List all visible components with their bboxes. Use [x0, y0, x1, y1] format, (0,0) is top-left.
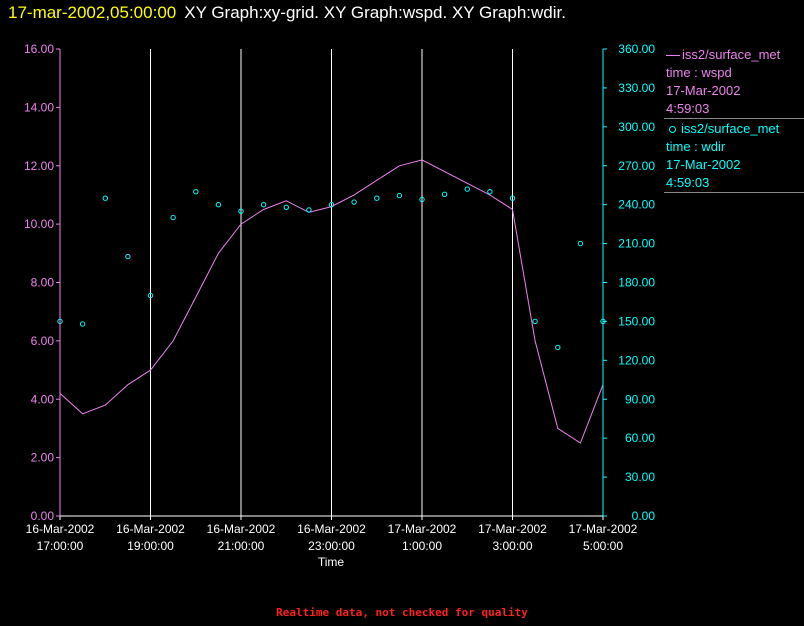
graph-title-bar: 17-mar-2002,05:00:00 XY Graph:xy-grid. XY… [8, 3, 566, 23]
wdir-point [215, 202, 222, 208]
circle-marker-icon [669, 126, 676, 134]
right-tick-label: 270.00 [618, 159, 655, 173]
wdir-point [147, 292, 154, 299]
wdir-point [102, 195, 109, 201]
legend-wdir-time: 4:59:03 [666, 175, 710, 190]
legend-entry-wdir[interactable]: iss2/surface_met time : wdir 17-Mar-2002… [664, 120, 804, 193]
legend-wdir-date: 17-Mar-2002 [666, 157, 741, 172]
x-tick-label-time: 17:00:00 [37, 539, 84, 553]
right-tick-label: 210.00 [618, 237, 655, 251]
x-tick-label-date: 17-Mar-2002 [388, 522, 457, 536]
x-tick-label-time: 1:00:00 [402, 539, 442, 553]
wdir-series [57, 186, 606, 351]
left-tick-label: 2.00 [31, 451, 55, 465]
x-tick-label-date: 17-Mar-2002 [478, 522, 547, 536]
quality-warning: Realtime data, not checked for quality [276, 606, 528, 619]
grid-lines [150, 49, 513, 516]
x-tick-label-date: 16-Mar-2002 [297, 522, 366, 536]
left-tick-label: 4.00 [31, 392, 55, 406]
graph-list: XY Graph:xy-grid. XY Graph:wspd. XY Grap… [184, 3, 566, 22]
wdir-point [306, 207, 312, 213]
x-tick-label-date: 16-Mar-2002 [207, 522, 276, 536]
legend-wspd-source: iss2/surface_met [682, 47, 781, 62]
x-tick-label-time: 21:00:00 [218, 539, 265, 553]
left-tick-label: 0.00 [31, 509, 55, 523]
right-tick-label: 30.00 [625, 470, 655, 484]
wdir-point [260, 202, 267, 208]
wdir-point [238, 208, 244, 214]
line-swatch-icon [666, 55, 680, 57]
x-tick-label-time: 3:00:00 [492, 539, 532, 553]
legend-wspd-date: 17-Mar-2002 [666, 83, 741, 98]
wdir-point [283, 204, 289, 211]
right-tick-label: 330.00 [618, 81, 655, 95]
wdir-point [374, 195, 380, 201]
legend-wspd-time: 4:59:03 [666, 101, 710, 116]
left-tick-label: 12.00 [24, 159, 54, 173]
wdir-point [464, 186, 470, 192]
left-tick-label: 10.00 [24, 217, 54, 231]
wdir-point [170, 214, 176, 221]
left-tick-label: 8.00 [31, 276, 55, 290]
wdir-point [441, 191, 448, 198]
right-tick-label: 150.00 [618, 314, 655, 328]
wdir-point [79, 321, 86, 327]
x-tick-label-date: 16-Mar-2002 [26, 522, 95, 536]
x-tick-label-time: 19:00:00 [127, 539, 174, 553]
legend-entry-wspd[interactable]: iss2/surface_met time : wspd 17-Mar-2002… [664, 46, 804, 119]
x-axis-title: Time [318, 555, 345, 569]
right-tick-label: 90.00 [625, 392, 655, 406]
wdir-point [532, 318, 538, 325]
right-tick-label: 240.00 [618, 198, 655, 212]
right-tick-label: 360.00 [618, 42, 655, 56]
chart-legend: iss2/surface_met time : wspd 17-Mar-2002… [664, 46, 804, 193]
right-tick-label: 180.00 [618, 276, 655, 290]
wdir-point [193, 189, 199, 195]
left-tick-label: 14.00 [24, 100, 54, 114]
left-tick-label: 16.00 [24, 42, 54, 56]
wdir-point [577, 240, 584, 247]
wdir-point [328, 202, 335, 208]
left-tick-label: 6.00 [31, 334, 55, 348]
x-tick-label-time: 5:00:00 [583, 539, 623, 553]
wdir-point [125, 253, 131, 260]
legend-wspd-variable: time : wspd [666, 65, 732, 80]
right-tick-label: 0.00 [632, 509, 656, 523]
x-tick-label-time: 23:00:00 [308, 539, 355, 553]
wdir-point [396, 192, 403, 199]
right-tick-label: 120.00 [618, 353, 655, 367]
wdir-point [351, 199, 357, 205]
wdir-point [419, 196, 425, 203]
wdir-point [555, 344, 561, 351]
legend-wdir-source: iss2/surface_met [681, 121, 780, 136]
wdir-point [487, 189, 493, 195]
right-tick-label: 60.00 [625, 431, 655, 445]
graph-timestamp: 17-mar-2002,05:00:00 [8, 3, 177, 22]
x-tick-label-date: 16-Mar-2002 [116, 522, 185, 536]
wdir-point [509, 195, 516, 201]
legend-wdir-variable: time : wdir [666, 139, 726, 154]
axes: 16-Mar-2002 17:00:00 16-Mar-2002 19:00:00 16… [24, 42, 655, 553]
right-tick-label: 300.00 [618, 120, 655, 134]
x-tick-label-date: 17-Mar-2002 [569, 522, 638, 536]
